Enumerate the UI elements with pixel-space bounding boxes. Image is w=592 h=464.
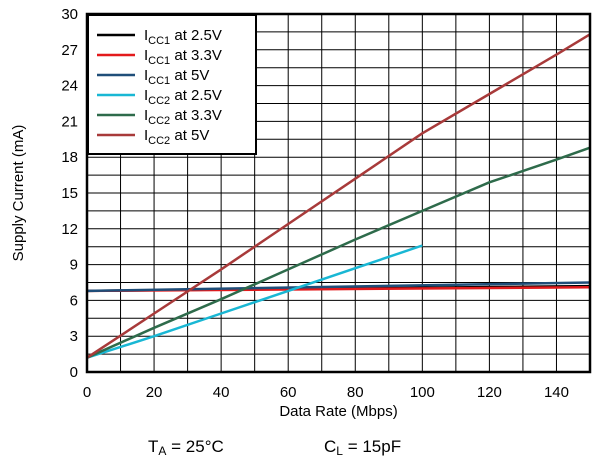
series-line-2: [86, 281, 591, 293]
x-tick-label: 100: [410, 384, 435, 401]
x-tick-label: 0: [83, 384, 91, 401]
load-capacitance-condition: CL = 15pF: [324, 437, 402, 458]
x-tick-label: 80: [347, 384, 364, 401]
temperature-condition: TA = 25°C: [148, 437, 224, 458]
legend-item: ICC1 at 2.5V: [97, 27, 222, 47]
series-line-4: [86, 146, 591, 359]
y-tick-label: 30: [61, 6, 78, 23]
y-tick-label: 15: [61, 185, 78, 202]
y-tick-label: 6: [70, 292, 78, 309]
legend-label: ICC1 at 2.5V: [144, 27, 222, 47]
legend-box: [87, 14, 257, 155]
y-tick-labels: 0 3 6 9 12 15 18 21 24 27 30: [61, 6, 78, 381]
chart-series: [86, 33, 591, 359]
y-tick-label: 12: [61, 221, 78, 238]
chart-grid: [87, 14, 590, 372]
y-tick-label: 18: [61, 149, 78, 166]
x-tick-label: 140: [544, 384, 569, 401]
x-tick-label: 120: [477, 384, 502, 401]
legend-label: ICC1 at 3.3V: [144, 47, 222, 67]
legend-item: ICC2 at 2.5V: [97, 87, 222, 107]
legend-item: ICC2 at 5V: [97, 127, 209, 147]
y-tick-label: 3: [70, 328, 78, 345]
x-tick-labels: 0 20 40 60 80 100 120 140: [83, 384, 569, 401]
legend-label: ICC2 at 5V: [144, 127, 209, 147]
x-axis-label: Data Rate (Mbps): [279, 403, 397, 420]
x-tick-label: 60: [280, 384, 297, 401]
series-line-5: [86, 33, 591, 359]
y-tick-label: 9: [70, 257, 78, 274]
legend-label: ICC2 at 3.3V: [144, 107, 222, 127]
legend-label: ICC2 at 2.5V: [144, 87, 222, 107]
legend-item: ICC2 at 3.3V: [97, 107, 222, 127]
legend-item: ICC1 at 5V: [97, 67, 209, 87]
x-tick-label: 40: [213, 384, 230, 401]
plot-frame: [85, 12, 592, 374]
y-tick-label: 27: [61, 42, 78, 59]
legend-item: ICC1 at 3.3V: [97, 47, 222, 67]
y-axis-label: Supply Current (mA): [10, 125, 27, 262]
legend-label: ICC1 at 5V: [144, 67, 209, 87]
y-tick-label: 21: [61, 113, 78, 130]
series-line-3: [86, 244, 423, 359]
y-tick-label: 0: [70, 364, 78, 381]
y-tick-label: 24: [61, 78, 78, 95]
x-tick-label: 20: [146, 384, 163, 401]
